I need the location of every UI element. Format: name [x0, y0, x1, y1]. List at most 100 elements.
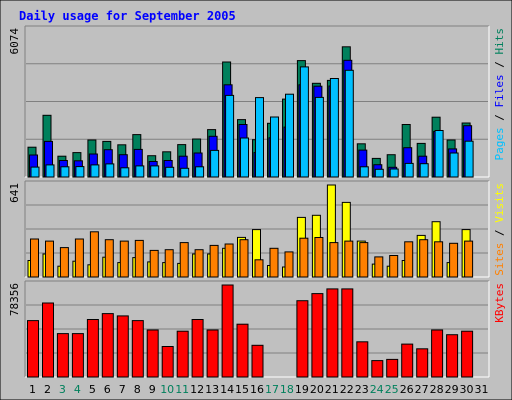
bar-sites-day-26 [404, 241, 414, 278]
bar-kbytes-day-1 [27, 320, 39, 378]
bar-kbytes-day-22 [341, 288, 354, 378]
x-tick-label: 2 [44, 383, 51, 396]
bar-kbytes-day-10 [161, 346, 174, 378]
bar-kbytes-day-2 [42, 302, 54, 378]
legend-entry: / [493, 55, 506, 75]
x-tick-label: 15 [235, 383, 249, 396]
x-tick-label: 5 [89, 383, 96, 396]
legend: KBytes [493, 283, 506, 323]
x-tick-label: 27 [415, 383, 429, 396]
bar-sites-day-6 [104, 239, 114, 278]
bar-sites-day-5 [89, 231, 99, 278]
bar-sites-day-25 [389, 255, 399, 278]
bar-sites-day-19 [299, 237, 309, 278]
bar-kbytes-day-4 [71, 333, 84, 378]
x-tick-label: 6 [104, 383, 111, 396]
bar-pages-day-22 [344, 69, 354, 178]
bar-kbytes-day-9 [146, 329, 159, 378]
x-tick-label: 28 [430, 383, 444, 396]
bar-sites-day-22 [344, 240, 354, 278]
bar-kbytes-day-20 [311, 293, 324, 378]
bar-sites-day-14 [224, 243, 234, 278]
x-tick-label: 16 [250, 383, 264, 396]
bar-kbytes-day-12 [191, 319, 204, 378]
bar-sites-day-13 [209, 244, 219, 278]
bar-pages-day-24 [374, 168, 384, 178]
x-tick-label: 9 [149, 383, 156, 396]
legend-entry: KBytes [493, 283, 506, 323]
bar-sites-day-23 [359, 242, 369, 278]
bar-kbytes-day-11 [176, 330, 189, 378]
bar-sites-day-24 [374, 256, 384, 278]
bar-pages-day-30 [464, 140, 474, 178]
bar-sites-day-11 [179, 242, 189, 278]
bar-pages-day-7 [120, 167, 130, 178]
legend-entry: / [493, 108, 506, 128]
chart-title: Daily usage for September 2005 [19, 9, 236, 23]
bar-kbytes-day-24 [371, 360, 384, 378]
bar-sites-day-15 [239, 239, 249, 278]
bar-pages-day-4 [75, 166, 85, 178]
bar-sites-day-16 [254, 259, 264, 278]
bar-sites-day-21 [329, 242, 339, 278]
legend: Pages / Files / Hits [493, 28, 506, 161]
x-tick-label: 13 [205, 383, 219, 396]
bar-pages-day-18 [285, 93, 294, 178]
bar-kbytes-day-14 [221, 284, 234, 378]
bar-pages-day-11 [180, 167, 190, 178]
bar-pages-day-25 [389, 168, 399, 178]
bar-sites-day-30 [464, 240, 474, 278]
legend-entry: Sites [493, 243, 506, 276]
bar-sites-day-12 [194, 249, 204, 278]
bar-pages-day-8 [135, 165, 145, 178]
bar-sites-day-18 [284, 251, 294, 278]
bar-pages-day-5 [90, 164, 100, 178]
bar-pages-day-15 [240, 137, 249, 178]
bar-sites-day-27 [419, 239, 429, 278]
bar-kbytes-day-16 [251, 344, 264, 378]
bar-kbytes-day-25 [386, 358, 399, 378]
x-tick-label: 4 [74, 383, 81, 396]
bar-pages-day-20 [314, 96, 324, 178]
x-tick-label: 26 [400, 383, 414, 396]
visits-panel: 641 Sites / Visits [8, 180, 506, 278]
x-tick-label: 21 [325, 383, 339, 396]
x-tick-label: 17 [265, 383, 279, 396]
bar-pages-day-23 [359, 166, 369, 178]
bar-sites-day-7 [119, 240, 129, 278]
bar-sites-day-17 [269, 247, 279, 278]
legend-entry: Pages [493, 127, 506, 160]
bar-pages-day-1 [30, 166, 40, 178]
bar-pages-day-19 [299, 66, 309, 178]
legend-entry: / [493, 223, 506, 243]
x-tick-label: 24 [370, 383, 384, 396]
x-tick-label: 10 [160, 383, 174, 396]
x-tick-label: 29 [445, 383, 459, 396]
x-tick-label: 23 [355, 383, 369, 396]
bar-kbytes-day-15 [236, 323, 249, 378]
bar-kbytes-day-19 [296, 300, 309, 378]
bar-pages-day-28 [434, 130, 444, 178]
x-tick-label: 7 [119, 383, 126, 396]
x-tick-label: 12 [190, 383, 204, 396]
bar-kbytes-day-28 [431, 329, 444, 378]
x-tick-label: 11 [175, 383, 189, 396]
x-tick-label: 19 [295, 383, 309, 396]
x-tick-label: 14 [220, 383, 234, 396]
bar-kbytes-day-3 [56, 333, 69, 378]
bar-pages-day-14 [225, 94, 235, 178]
x-tick-label: 3 [59, 383, 66, 396]
bar-sites-day-20 [314, 237, 324, 278]
bar-pages-day-13 [210, 149, 220, 178]
bar-pages-day-2 [45, 164, 55, 178]
x-tick-label: 20 [310, 383, 324, 396]
bar-kbytes-day-30 [461, 330, 474, 378]
y-max-label: 641 [8, 183, 21, 203]
bar-sites-day-10 [164, 249, 174, 278]
bar-kbytes-day-7 [116, 315, 129, 378]
x-tick-label: 30 [460, 383, 474, 396]
bar-kbytes-day-8 [131, 320, 144, 378]
bar-sites-day-4 [74, 238, 84, 278]
x-tick-label: 22 [340, 383, 354, 396]
bar-pages-day-3 [60, 166, 70, 178]
